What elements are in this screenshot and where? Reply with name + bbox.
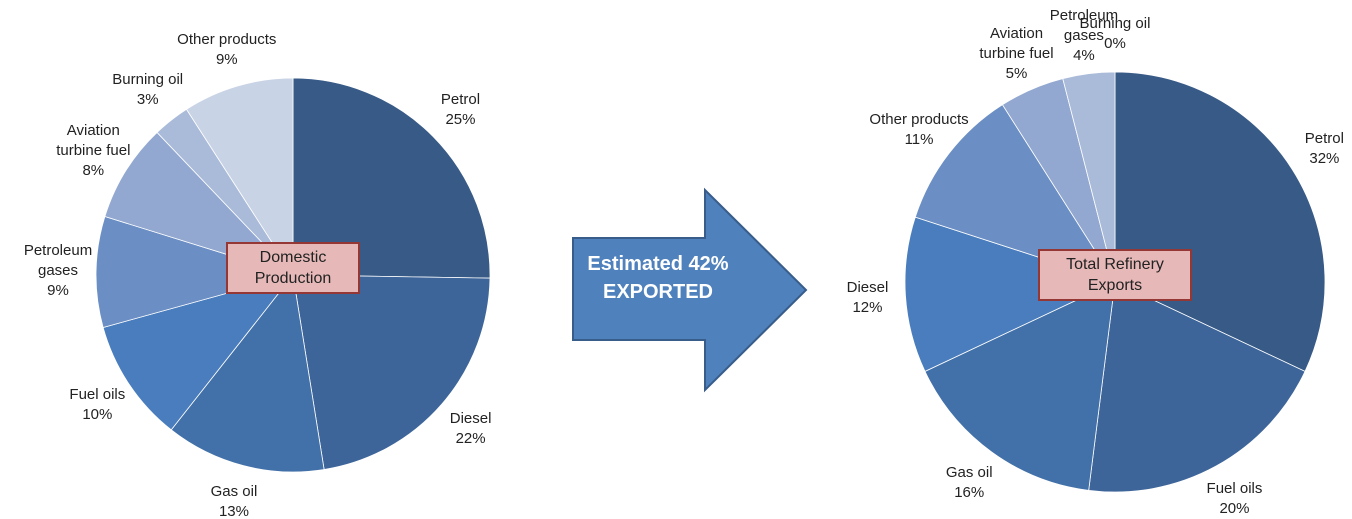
pie-title: Domestic Production (226, 242, 360, 294)
pie-slice (185, 77, 294, 277)
value-label: 22% (455, 429, 486, 447)
arrow-label: Estimated 42% EXPORTED (587, 253, 729, 303)
pie-title: Total Refinery Exports (1038, 249, 1192, 301)
slice-label: Petrol 32% (1274, 129, 1352, 169)
category-label: Diesel (449, 409, 492, 427)
pie-slice (292, 274, 491, 470)
value-label: 32% (1309, 150, 1340, 168)
slice-label: Diesel 12% (817, 278, 917, 318)
slice-label: Gas oil 16% (919, 463, 1019, 503)
arrow (572, 187, 808, 393)
slice-label: Petrol 25% (410, 90, 510, 130)
value-label: 25% (445, 111, 476, 129)
value-label: 0% (1104, 35, 1126, 52)
slice-label: Diesel 22% (421, 409, 521, 449)
category-label: Other products (177, 30, 277, 48)
category-label: Petrol (440, 91, 481, 109)
category-label: Gas oil (945, 463, 993, 481)
value-label: 10% (82, 406, 113, 424)
slice-label: Aviation turbine fuel 5% (967, 24, 1067, 84)
slice-label: Gas oil 13% (184, 482, 284, 519)
pie-slice (170, 274, 325, 473)
category-label: Gas oil (210, 483, 258, 501)
slice-label: Burning oil 0% (1065, 14, 1165, 54)
category-label: Other products (869, 110, 969, 128)
value-label: 16% (954, 483, 985, 501)
slice-label: Other products 9% (177, 30, 277, 70)
slice-label: Burning oil 3% (98, 70, 198, 110)
slice-label: Fuel oils 10% (47, 385, 147, 425)
category-label: Petrol (1304, 130, 1344, 148)
value-label: 13% (218, 503, 249, 519)
slice-label: Petroleum gases 9% (8, 241, 108, 301)
pie-slice (924, 281, 1116, 491)
category-label: Fuel oils (69, 386, 126, 404)
pie-slice (904, 216, 1117, 372)
category-label: Petroleum gases (1049, 6, 1119, 44)
pie-slice (292, 77, 491, 279)
pie-slice (1088, 281, 1306, 493)
value-label: 3% (136, 91, 159, 109)
value-label: 8% (82, 162, 105, 180)
category-label: Fuel oils (1206, 480, 1263, 498)
pie-slice (914, 104, 1116, 283)
pie-slice (104, 131, 295, 276)
pie-slice (95, 216, 295, 328)
value-label: 11% (904, 130, 934, 148)
category-label: Diesel (846, 278, 889, 296)
category-label: Aviation turbine fuel (56, 122, 131, 160)
value-label: 12% (852, 298, 883, 316)
value-label: 9% (47, 282, 69, 300)
slice-label: Aviation turbine fuel 8% (43, 121, 143, 181)
pie-slice (1062, 71, 1116, 283)
value-label: 20% (1219, 500, 1250, 518)
value-label: 5% (1005, 65, 1028, 83)
category-label: Burning oil (1079, 15, 1151, 32)
category-label: Aviation turbine fuel (979, 25, 1054, 63)
slice-label: Other products 11% (869, 110, 969, 150)
slice-label: Fuel oils 20% (1184, 479, 1284, 519)
value-label: 4% (1073, 46, 1095, 64)
category-label: Petroleum gases (23, 242, 93, 280)
value-label: 9% (215, 50, 238, 68)
pie-slice (102, 274, 295, 431)
slice-label: Petroleum gases 4% (1034, 6, 1134, 66)
category-label: Burning oil (112, 71, 184, 89)
